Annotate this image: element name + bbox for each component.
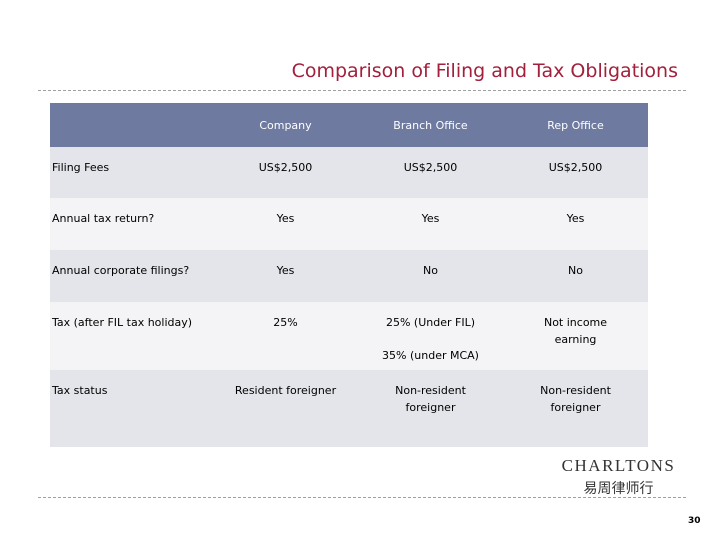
table-cell: Yes [503, 198, 648, 250]
logo-name: CHARLTONS [561, 456, 676, 475]
table-cell: No [503, 250, 648, 302]
header-cell: Branch Office [358, 103, 503, 147]
table-cell: 25% (Under FIL) 35% (under MCA) [358, 302, 503, 370]
row-label: Annual corporate filings? [50, 250, 213, 302]
table-cell: Yes [358, 198, 503, 250]
page-number: 30 [688, 516, 701, 526]
table-cell: US$2,500 [358, 147, 503, 198]
table-cell: Yes [213, 198, 358, 250]
row-label: Annual tax return? [50, 198, 213, 250]
divider [38, 90, 686, 91]
table-cell: No [358, 250, 503, 302]
table-cell: Yes [213, 250, 358, 302]
header-cell: Rep Office [503, 103, 648, 147]
row-label: Tax status [50, 370, 213, 447]
logo-chinese: 易周律师行 [583, 481, 654, 497]
divider [38, 497, 686, 498]
table-cell: US$2,500 [213, 147, 358, 198]
cell-line: 25% (Under FIL) [385, 316, 476, 329]
table-cell: Resident foreigner [213, 370, 358, 447]
row-label: Filing Fees [50, 147, 213, 198]
header-cell [50, 103, 213, 147]
slide-title: Comparison of Filing and Tax Obligations [291, 60, 678, 82]
header-cell: Company [213, 103, 358, 147]
table-cell: Non-resident foreigner [358, 370, 503, 447]
table-cell: US$2,500 [503, 147, 648, 198]
row-label: Tax (after FIL tax holiday) [50, 302, 213, 370]
table-cell: 25% [213, 302, 358, 370]
table-cell: Non-resident foreigner [503, 370, 648, 447]
table-cell: Not income earning [503, 302, 648, 370]
cell-line: 35% (under MCA) [382, 349, 479, 362]
